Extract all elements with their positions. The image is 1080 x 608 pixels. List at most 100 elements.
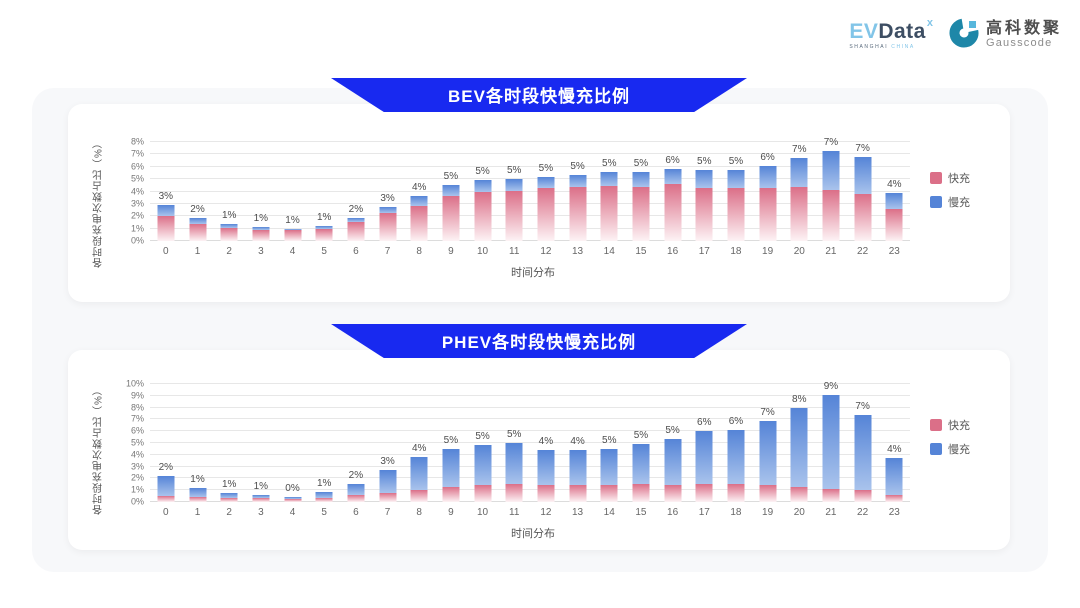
- bar-segment-慢充: [347, 217, 365, 222]
- bar-segment-快充: [315, 229, 333, 241]
- bar-segment-慢充: [474, 180, 492, 193]
- gridline: [150, 153, 910, 155]
- bar-segment-快充: [537, 188, 555, 241]
- bar-segment-慢充: [790, 407, 808, 487]
- bar-segment-慢充: [442, 448, 460, 487]
- bev-chart-title: BEV各时段快慢充比例: [448, 86, 630, 106]
- bar-total-label: 6%: [728, 416, 744, 428]
- bar-total-label: 5%: [443, 170, 459, 182]
- bar-total-label: 5%: [475, 431, 490, 443]
- bar-slot: 2%: [150, 384, 182, 502]
- bar-total-label: 4%: [887, 444, 902, 456]
- x-tick-label: 8: [416, 507, 422, 518]
- phev-chart-section: PHEV各时段快慢充比例 各时段充电次数占比（%） 2% 1% 1% 1% 0% 1% 2%…: [68, 324, 1010, 550]
- bar-total-label: 5%: [633, 158, 649, 170]
- gridline: [150, 190, 910, 192]
- bar-total-label: 7%: [760, 406, 775, 418]
- gridline: [150, 178, 910, 180]
- bar-segment-快充: [220, 228, 238, 241]
- bar-segment-快充: [474, 485, 492, 502]
- bar-slot: 5%: [530, 142, 562, 241]
- bar-segment-慢充: [632, 444, 650, 485]
- bar-slot: 9%: [815, 381, 847, 502]
- bar-slot: 5%: [593, 384, 625, 502]
- bar-segment-快充: [474, 192, 492, 241]
- gridline: [150, 501, 910, 502]
- x-tick-label: 3: [258, 246, 264, 257]
- y-tick-label: 8%: [130, 136, 144, 147]
- bar-slot: 3%: [150, 142, 182, 241]
- bar-segment-快充: [695, 484, 713, 502]
- bar-segment-慢充: [189, 218, 206, 224]
- bar-slot: 5%: [498, 384, 530, 502]
- gridline: [150, 442, 910, 443]
- legend-swatch: [930, 443, 942, 455]
- bar-total-label: 5%: [538, 163, 554, 175]
- x-tick-label: 10: [476, 246, 489, 257]
- bar-segment-快充: [854, 193, 872, 241]
- evdata-tagline-china: CHINA: [891, 44, 915, 50]
- bar-segment-慢充: [854, 156, 872, 194]
- x-tick-label: 0: [163, 246, 169, 257]
- x-tick-label: 21: [825, 246, 837, 257]
- x-tick-label: 23: [888, 246, 900, 257]
- x-tick-label: 12: [540, 246, 552, 257]
- bar-slot: 7%: [847, 142, 879, 241]
- bar-slot: 5%: [435, 384, 467, 502]
- bev-title-banner: BEV各时段快慢充比例: [331, 78, 747, 112]
- bar-segment-快充: [347, 221, 365, 241]
- bar-segment-快充: [822, 489, 840, 502]
- bev-plot-area: 3% 2% 1% 1% 1% 1% 2% 3% 4% 5% 5% 5% 5% 5% 5% 5% 6% 5% 5% 6%…: [131, 137, 910, 245]
- gridline: [150, 165, 910, 167]
- bar-segment-慢充: [252, 494, 270, 499]
- y-tick-label: 4%: [130, 186, 144, 196]
- bar-segment-慢充: [442, 184, 460, 196]
- bar-segment-快充: [347, 494, 365, 502]
- bar-slot: 4%: [878, 142, 910, 241]
- bar-segment-快充: [410, 205, 428, 241]
- bar-total-label: 1%: [253, 480, 269, 492]
- bar-total-label: 5%: [602, 434, 617, 446]
- gridline: [150, 383, 910, 384]
- gridline: [150, 215, 910, 217]
- x-tick-label: 9: [448, 246, 454, 257]
- bar-slot: 5%: [657, 384, 689, 502]
- x-tick-label: 7: [384, 507, 391, 518]
- bar-total-label: 4%: [411, 181, 427, 193]
- bar-segment-慢充: [284, 229, 302, 231]
- bar-slot: 4%: [878, 384, 910, 502]
- gridline: [150, 418, 910, 420]
- bar-total-label: 5%: [570, 160, 585, 172]
- bar-slot: 8%: [783, 384, 815, 502]
- bar-total-label: 7%: [855, 142, 870, 154]
- gausscode-name-cn: 高科数聚: [985, 20, 1062, 38]
- y-tick-label: 0%: [130, 235, 144, 246]
- legend-label: 快充: [948, 420, 970, 432]
- bar-segment-快充: [790, 486, 808, 502]
- bar-segment-快充: [315, 497, 333, 502]
- bar-segment-快充: [157, 496, 175, 502]
- bar-total-label: 5%: [507, 429, 522, 440]
- bar-total-label: 1%: [285, 215, 300, 227]
- gridline: [150, 240, 910, 241]
- x-tick-label: 19: [762, 507, 774, 518]
- phev-legend: 快充 慢充: [916, 350, 1000, 550]
- bar-total-label: 3%: [380, 192, 395, 204]
- bar-segment-慢充: [569, 450, 587, 486]
- bar-segment-快充: [505, 484, 523, 502]
- bar-total-label: 4%: [570, 436, 585, 448]
- bar-segment-慢充: [727, 430, 745, 485]
- gausscode-logo: 高科数聚 Gausscode: [949, 18, 1062, 53]
- bar-segment-快充: [189, 497, 206, 502]
- x-tick-label: 17: [698, 246, 710, 257]
- bar-segment-快充: [695, 187, 713, 241]
- phev-x-ticks: 0 1 2 3 4 5 6 7 8 9 10 11 12 13 14 15 16 17 18 19 20 21 22 23: [150, 507, 910, 518]
- bar-total-label: 7%: [855, 400, 870, 412]
- bar-segment-慢充: [822, 394, 840, 490]
- bar-segment-慢充: [790, 158, 808, 187]
- bar-total-label: 1%: [253, 212, 269, 224]
- bar-slot: 4%: [530, 384, 562, 502]
- bar-slot: 6%: [752, 142, 784, 241]
- x-tick-label: 4: [289, 246, 296, 257]
- gridline: [150, 394, 910, 396]
